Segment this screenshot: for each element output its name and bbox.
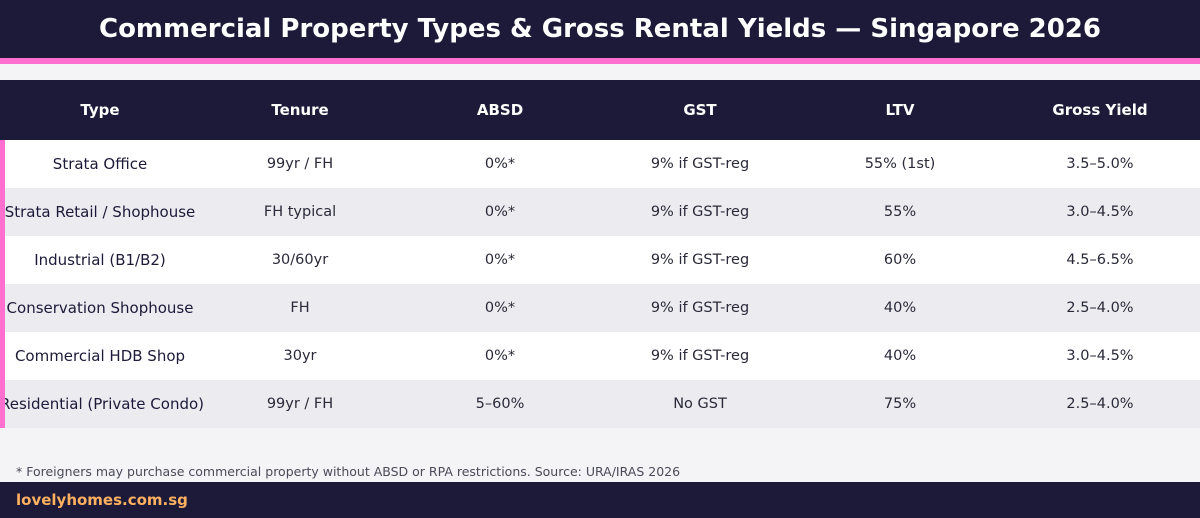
row-accent-stripe (0, 140, 5, 428)
cell-gross-yield: 2.5–4.0% (1066, 396, 1134, 412)
page-title: Commercial Property Types & Gross Rental… (98, 14, 1101, 44)
table-body: Strata Office 99yr / FH 0%* 9% if GST-re… (0, 140, 1200, 428)
column-header-gst: GST (683, 101, 717, 119)
header-banner: Commercial Property Types & Gross Rental… (0, 0, 1200, 58)
cell-gross-yield: 4.5–6.5% (1066, 252, 1134, 268)
cell-type: Strata Office (52, 155, 148, 173)
column-header-absd: ABSD (476, 101, 524, 119)
accent-divider (0, 58, 1200, 64)
cell-ltv: 60% (883, 252, 917, 268)
cell-gst: 9% if GST-reg (650, 252, 750, 268)
table-row: Conservation Shophouse FH 0%* 9% if GST-… (0, 284, 1200, 332)
table-header: Type Tenure ABSD GST LTV Gross Yield (0, 80, 1200, 140)
cell-ltv: 40% (883, 348, 917, 364)
cell-absd: 0%* (484, 348, 516, 364)
column-header-tenure: Tenure (271, 101, 329, 119)
column-header-type: Type (80, 101, 120, 119)
cell-type: Conservation Shophouse (6, 299, 194, 317)
cell-ltv: 55% (883, 204, 917, 220)
cell-gross-yield: 3.0–4.5% (1066, 348, 1134, 364)
column-header-ltv: LTV (885, 101, 915, 119)
cell-gross-yield: 2.5–4.0% (1066, 300, 1134, 316)
cell-ltv: 40% (883, 300, 917, 316)
table-row: Strata Office 99yr / FH 0%* 9% if GST-re… (0, 140, 1200, 188)
cell-gst: No GST (673, 396, 727, 412)
cell-ltv: 75% (883, 396, 917, 412)
brand-link[interactable]: lovelyhomes.com.sg (16, 491, 188, 509)
cell-type: Commercial HDB Shop (14, 347, 186, 365)
cell-ltv: 55% (1st) (864, 156, 936, 172)
cell-type: Residential (Private Condo) (0, 395, 205, 413)
cell-tenure: 30/60yr (271, 252, 329, 268)
cell-gst: 9% if GST-reg (650, 156, 750, 172)
cell-tenure: FH (290, 300, 310, 316)
cell-absd: 5–60% (475, 396, 525, 412)
footer-bar: lovelyhomes.com.sg (0, 482, 1200, 518)
cell-gross-yield: 3.5–5.0% (1066, 156, 1134, 172)
cell-tenure: 99yr / FH (266, 396, 334, 412)
cell-tenure: 30yr (283, 348, 317, 364)
cell-absd: 0%* (484, 204, 516, 220)
column-header-gross-yield: Gross Yield (1052, 101, 1148, 119)
table-row: Commercial HDB Shop 30yr 0%* 9% if GST-r… (0, 332, 1200, 380)
cell-gst: 9% if GST-reg (650, 348, 750, 364)
cell-absd: 0%* (484, 300, 516, 316)
cell-tenure: 99yr / FH (266, 156, 334, 172)
cell-absd: 0%* (484, 156, 516, 172)
table-row: Industrial (B1/B2) 30/60yr 0%* 9% if GST… (0, 236, 1200, 284)
cell-type: Industrial (B1/B2) (34, 251, 166, 269)
table-row: Strata Retail / Shophouse FH typical 0%*… (0, 188, 1200, 236)
footnote: * Foreigners may purchase commercial pro… (16, 464, 681, 479)
cell-gst: 9% if GST-reg (650, 300, 750, 316)
cell-gross-yield: 3.0–4.5% (1066, 204, 1134, 220)
cell-tenure: FH typical (263, 204, 337, 220)
cell-gst: 9% if GST-reg (650, 204, 750, 220)
cell-absd: 0%* (484, 252, 516, 268)
cell-type: Strata Retail / Shophouse (4, 203, 196, 221)
table-row: Residential (Private Condo) 99yr / FH 5–… (0, 380, 1200, 428)
